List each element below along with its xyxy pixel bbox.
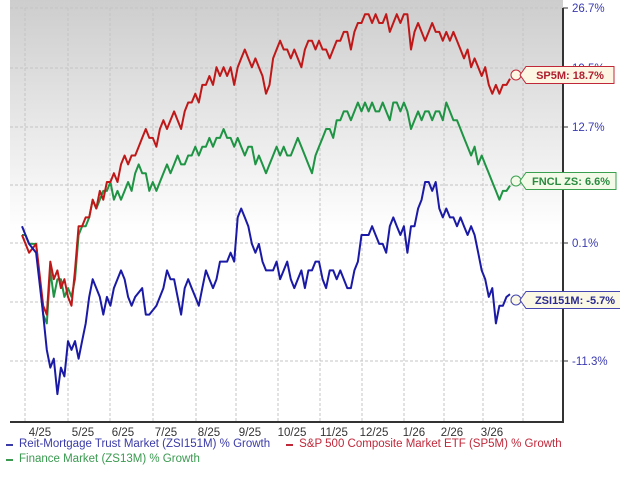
callout-box	[519, 172, 617, 190]
callout-box	[519, 66, 615, 84]
callout-box	[519, 291, 620, 309]
series-line-sp5m	[21, 13, 511, 316]
legend: Reit-Mortgage Trust Market (ZSI151M) % G…	[6, 437, 616, 467]
legend-item-zsi151m: Reit-Mortgage Trust Market (ZSI151M) % G…	[6, 437, 270, 452]
series-line-zsi151m	[21, 181, 511, 396]
x-tick-label: 2/26	[441, 427, 463, 439]
x-tick-label: 4/25	[29, 427, 51, 439]
legend-swatch-blue	[6, 443, 13, 446]
x-tick-label: 12/25	[360, 427, 389, 439]
legend-item-zs13m: Finance Market (ZS13M) % Growth	[6, 452, 200, 467]
plot-background	[10, 0, 563, 422]
x-tick-label: 7/25	[155, 427, 177, 439]
y-tick-label: 0.1%	[572, 238, 598, 250]
x-tick-label: 6/25	[112, 427, 134, 439]
y-tick-label: 26.7%	[572, 3, 605, 15]
x-tick-label: 9/25	[239, 427, 261, 439]
x-tick-label: 5/25	[72, 427, 94, 439]
legend-swatch-red	[286, 443, 294, 446]
callout-text: FNCL ZS: 6.6%	[532, 176, 610, 188]
x-tick-label: 10/25	[278, 427, 307, 439]
y-tick-label: -11.3%	[572, 356, 608, 368]
series-line-zs13m	[22, 101, 511, 325]
legend-label: Reit-Mortgage Trust Market (ZSI151M) % G…	[19, 438, 271, 450]
x-tick-label: 11/25	[320, 427, 348, 439]
x-tick-label: 8/25	[198, 427, 220, 439]
x-axis-ticks: 4/25 5/25 6/25 7/25 8/25 9/25 10/25 11/25 12/25 1…	[29, 427, 503, 439]
x-tick-label: 3/26	[481, 427, 503, 439]
legend-item-sp5m: S&P 500 Composite Market ETF (SP5M) % Gr…	[286, 437, 562, 452]
end-label-zs13m: FNCL ZS: 6.6%	[510, 172, 617, 190]
legend-label: S&P 500 Composite Market ETF (SP5M) % Gr…	[299, 438, 562, 450]
end-label-sp5m: SP5M: 18.7%	[510, 66, 615, 84]
end-label-zsi151m: ZSI151M: -5.7%	[510, 291, 620, 309]
legend-label: Finance Market (ZS13M) % Growth	[19, 453, 200, 465]
y-tick-label: 12.7%	[572, 122, 605, 134]
series-end-labels: SP5M: 18.7% FNCL ZS: 6.6% ZSI151M: -5.7%	[510, 66, 620, 309]
legend-swatch-green	[6, 458, 13, 461]
callout-text: SP5M: 18.7%	[536, 70, 604, 82]
series-lines	[21, 13, 511, 396]
callout-text: ZSI151M: -5.7%	[535, 295, 615, 307]
x-tick-label: 1/26	[403, 427, 425, 439]
